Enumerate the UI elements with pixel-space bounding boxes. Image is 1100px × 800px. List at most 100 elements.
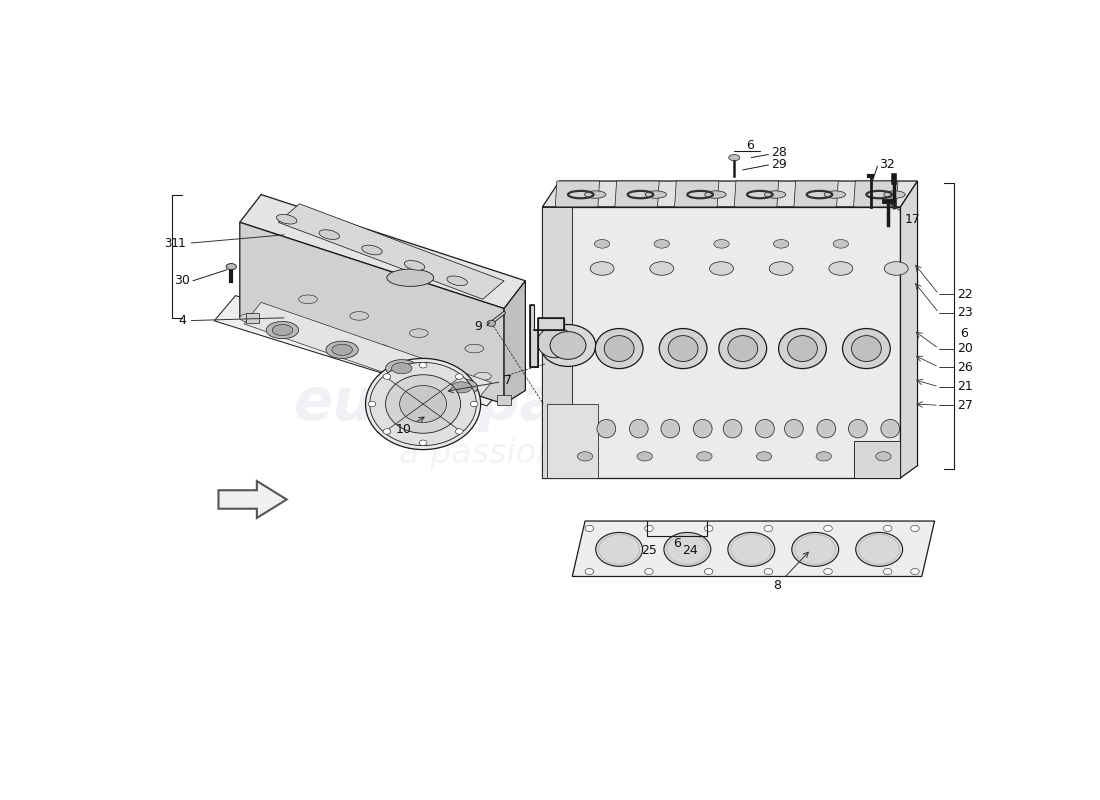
- Text: 24: 24: [682, 544, 697, 557]
- Ellipse shape: [465, 344, 484, 353]
- Ellipse shape: [784, 419, 803, 438]
- Ellipse shape: [728, 533, 774, 566]
- Polygon shape: [794, 181, 838, 207]
- Ellipse shape: [843, 329, 890, 369]
- Ellipse shape: [664, 533, 711, 566]
- Text: 31: 31: [164, 238, 179, 250]
- Ellipse shape: [604, 336, 634, 362]
- Ellipse shape: [719, 329, 767, 369]
- Ellipse shape: [370, 362, 476, 446]
- Ellipse shape: [911, 569, 920, 574]
- Ellipse shape: [272, 325, 293, 336]
- Text: 8: 8: [773, 552, 808, 592]
- Polygon shape: [240, 194, 526, 309]
- Ellipse shape: [597, 419, 616, 438]
- Ellipse shape: [668, 336, 698, 362]
- Ellipse shape: [704, 526, 713, 531]
- Text: 28: 28: [771, 146, 786, 159]
- Polygon shape: [278, 204, 504, 299]
- Ellipse shape: [723, 419, 741, 438]
- Ellipse shape: [386, 360, 418, 377]
- Ellipse shape: [848, 419, 867, 438]
- Ellipse shape: [578, 452, 593, 461]
- Text: eurospares: eurospares: [294, 375, 663, 433]
- Ellipse shape: [591, 262, 614, 275]
- Ellipse shape: [298, 295, 318, 303]
- Ellipse shape: [704, 569, 713, 574]
- Ellipse shape: [332, 344, 352, 355]
- Ellipse shape: [911, 526, 920, 531]
- Ellipse shape: [659, 329, 707, 369]
- Ellipse shape: [884, 262, 909, 275]
- Ellipse shape: [714, 239, 729, 248]
- Text: 17: 17: [891, 204, 921, 226]
- Ellipse shape: [764, 526, 772, 531]
- Ellipse shape: [261, 310, 278, 318]
- Ellipse shape: [350, 311, 368, 320]
- Polygon shape: [615, 181, 659, 207]
- Text: 10: 10: [396, 417, 425, 436]
- Text: 6: 6: [746, 138, 754, 152]
- Ellipse shape: [409, 329, 428, 338]
- Ellipse shape: [779, 329, 826, 369]
- Ellipse shape: [645, 526, 653, 531]
- Ellipse shape: [764, 191, 785, 198]
- Ellipse shape: [883, 526, 892, 531]
- Ellipse shape: [584, 191, 606, 198]
- Text: 1: 1: [178, 235, 284, 250]
- Ellipse shape: [427, 362, 444, 370]
- Polygon shape: [244, 302, 492, 404]
- Text: 9: 9: [474, 321, 483, 334]
- Ellipse shape: [399, 386, 447, 422]
- Ellipse shape: [487, 320, 495, 326]
- Polygon shape: [854, 181, 898, 207]
- Text: 21: 21: [958, 380, 974, 394]
- Ellipse shape: [392, 362, 412, 374]
- Text: 6: 6: [960, 326, 968, 340]
- Ellipse shape: [227, 263, 236, 270]
- Ellipse shape: [365, 358, 481, 450]
- Ellipse shape: [856, 533, 903, 566]
- Text: 27: 27: [958, 398, 974, 412]
- Polygon shape: [530, 306, 563, 367]
- Polygon shape: [214, 295, 508, 406]
- Ellipse shape: [728, 154, 740, 161]
- Ellipse shape: [817, 419, 836, 438]
- Ellipse shape: [769, 262, 793, 275]
- Polygon shape: [735, 181, 779, 207]
- Ellipse shape: [474, 372, 492, 380]
- Ellipse shape: [471, 402, 478, 406]
- Ellipse shape: [419, 440, 427, 446]
- Ellipse shape: [319, 230, 340, 239]
- Ellipse shape: [598, 534, 639, 564]
- Ellipse shape: [455, 429, 463, 434]
- Text: 23: 23: [958, 306, 974, 319]
- Ellipse shape: [595, 329, 644, 369]
- Ellipse shape: [667, 534, 707, 564]
- Ellipse shape: [833, 239, 848, 248]
- Text: 25: 25: [641, 544, 657, 557]
- Ellipse shape: [317, 328, 333, 336]
- Text: 30: 30: [174, 274, 190, 287]
- Bar: [497, 395, 510, 406]
- Bar: [245, 313, 260, 322]
- Ellipse shape: [795, 534, 836, 564]
- Polygon shape: [854, 441, 901, 478]
- Text: a passion: a passion: [399, 437, 558, 470]
- Ellipse shape: [824, 569, 833, 574]
- Ellipse shape: [757, 452, 772, 461]
- Polygon shape: [556, 181, 600, 207]
- Ellipse shape: [446, 378, 477, 396]
- Ellipse shape: [824, 526, 833, 531]
- Ellipse shape: [550, 332, 586, 359]
- Ellipse shape: [240, 314, 256, 322]
- Text: 22: 22: [958, 288, 974, 301]
- Polygon shape: [542, 207, 572, 478]
- Ellipse shape: [629, 419, 648, 438]
- Ellipse shape: [693, 419, 712, 438]
- Ellipse shape: [788, 336, 817, 362]
- Text: 32: 32: [879, 158, 895, 171]
- Ellipse shape: [773, 239, 789, 248]
- Ellipse shape: [876, 452, 891, 461]
- Ellipse shape: [383, 429, 390, 434]
